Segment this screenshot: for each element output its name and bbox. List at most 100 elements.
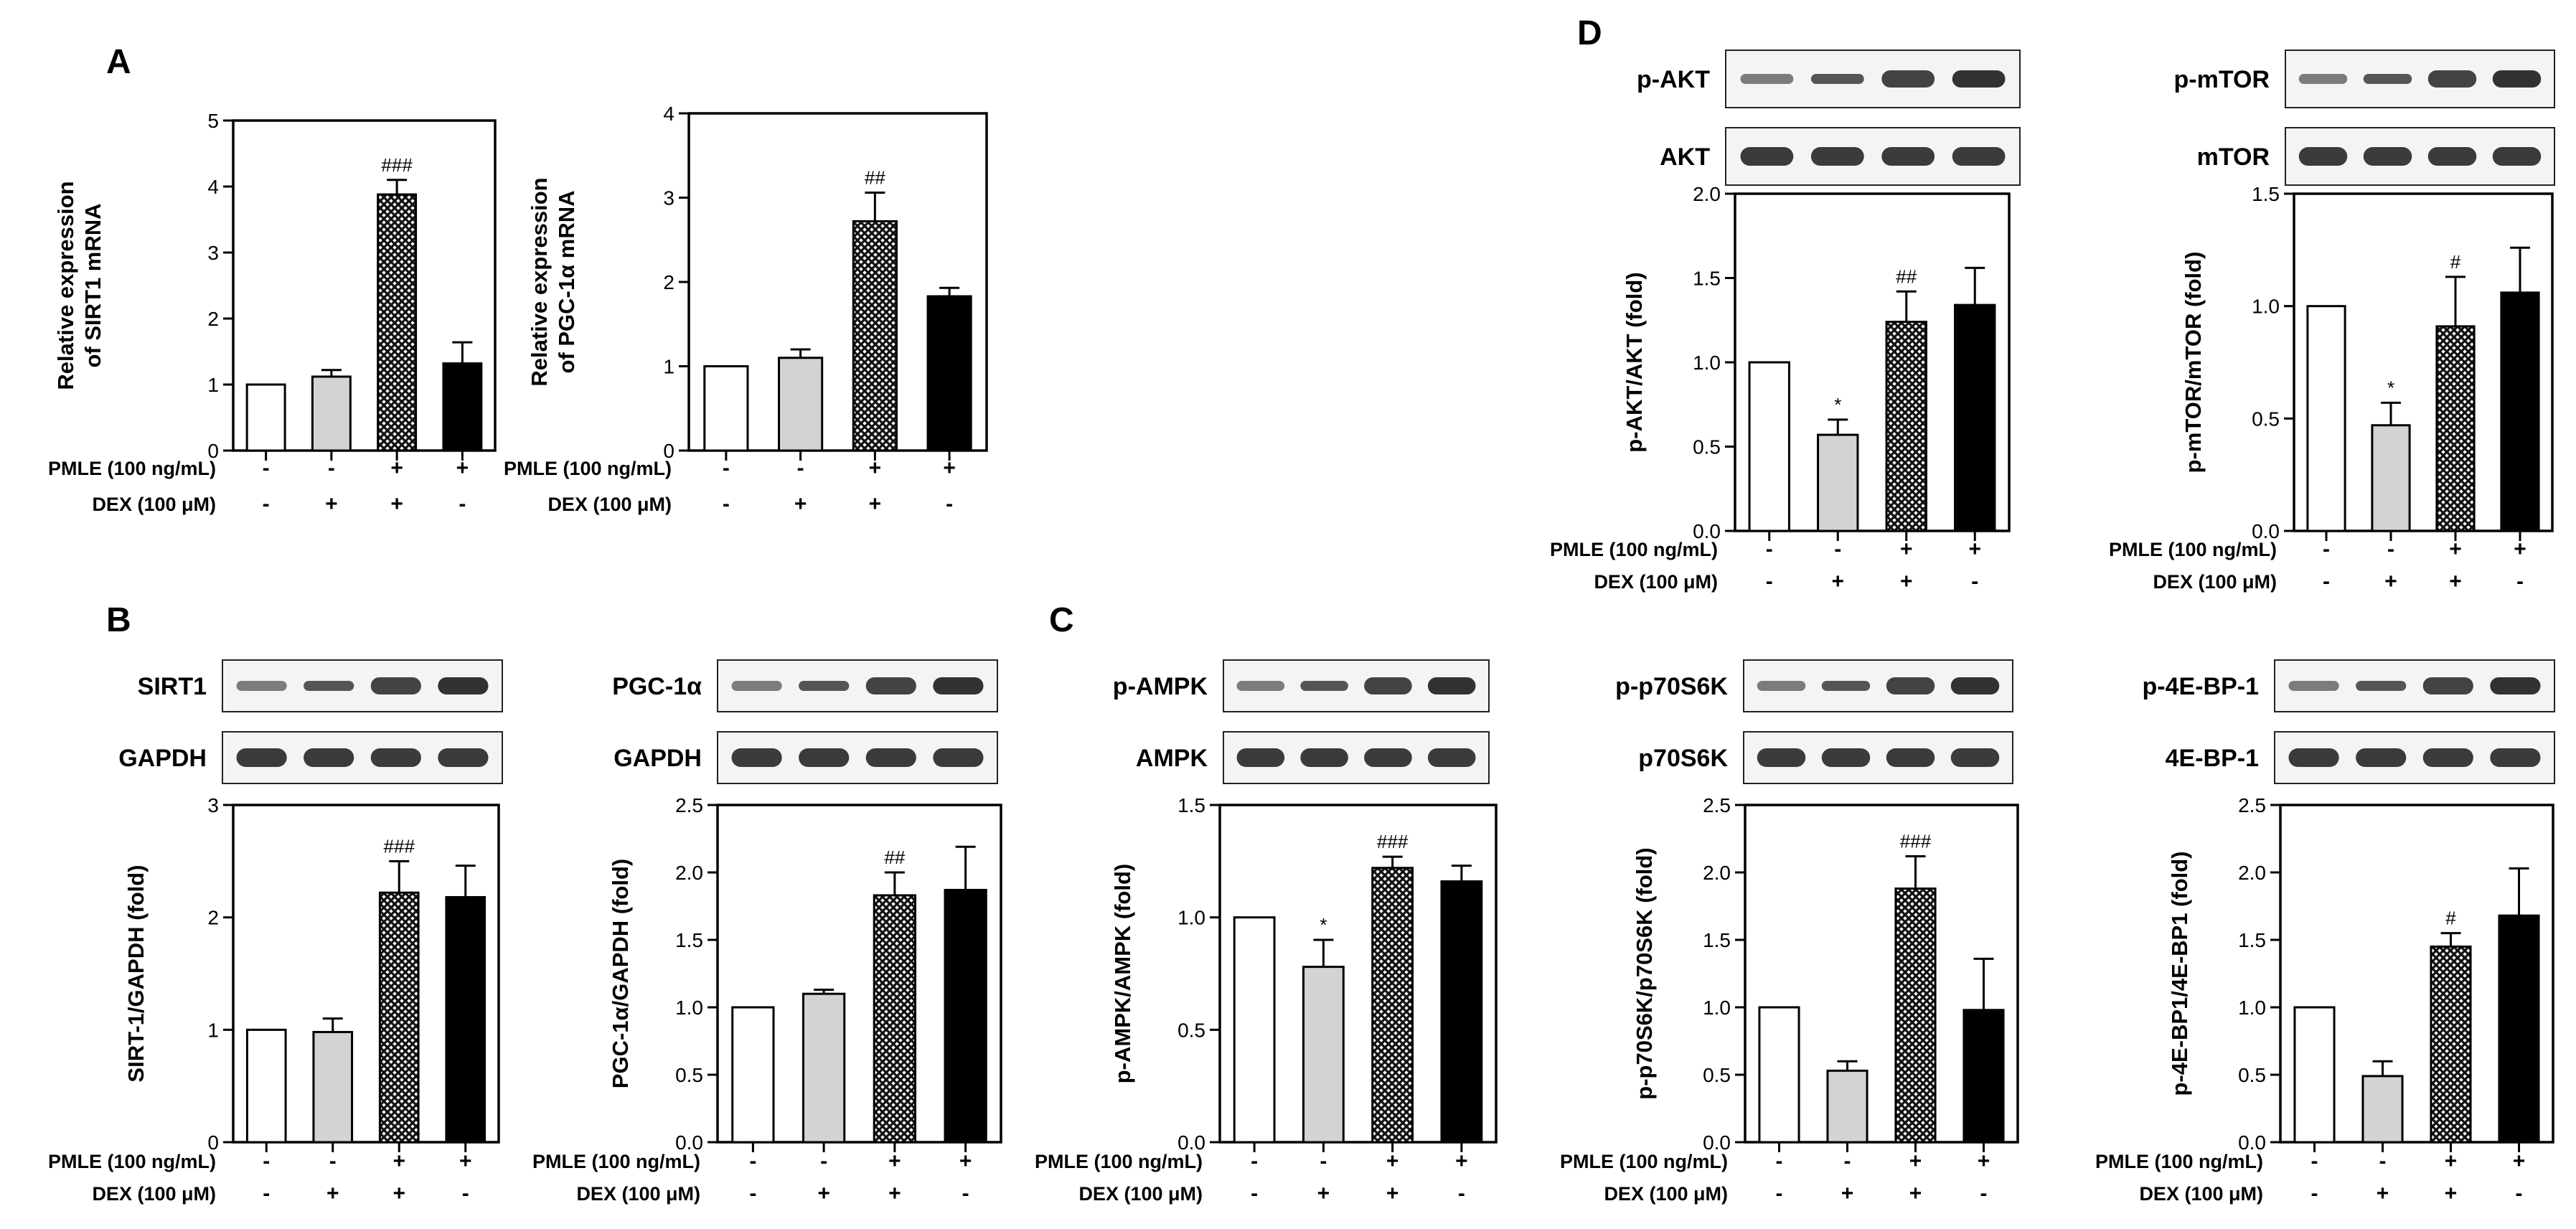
treatment-sign: + — [1831, 570, 1844, 593]
y-axis-label: p-AKT/AKT (fold) — [1622, 272, 1647, 452]
significance-mark: * — [2387, 377, 2394, 398]
y-axis-label: SIRT-1/GAPDH (fold) — [123, 865, 149, 1082]
blot-band — [2490, 677, 2541, 694]
blot-label: p-mTOR — [2174, 66, 2270, 93]
blot-band — [2363, 147, 2412, 166]
blot-band — [1427, 677, 1476, 694]
y-tick-label: 1.5 — [675, 929, 703, 951]
blot-label: p-4E-BP-1 — [2143, 673, 2259, 700]
bar — [1817, 433, 1859, 532]
blot-label: PGC-1α — [612, 673, 702, 700]
treatment-sign: - — [2311, 1149, 2318, 1173]
significance-mark: ### — [1900, 830, 1932, 852]
treatment-sign: - — [1834, 537, 1841, 561]
blot-band — [1364, 677, 1412, 694]
blot-pgc-1-: PGC-1α GAPDH — [612, 659, 998, 784]
blot-band — [1300, 748, 1348, 767]
treatment-sign: - — [1766, 570, 1773, 593]
bar — [2306, 305, 2346, 532]
treatment-sign: - — [263, 1149, 270, 1173]
bar — [731, 1006, 775, 1144]
treatment-sign: + — [2513, 1149, 2526, 1173]
treatment-sign: - — [797, 456, 804, 480]
blot-band — [236, 681, 287, 691]
blot-band — [2492, 147, 2542, 166]
blot-label: p-AKT — [1637, 66, 1710, 93]
blot-band — [731, 681, 782, 691]
treatment-label: DEX (100 μM) — [2139, 1183, 2263, 1205]
treatment-sign: - — [749, 1149, 756, 1173]
blot-band — [1300, 681, 1348, 691]
blot-band — [1952, 147, 2006, 166]
treatment-label: PMLE (100 ng/mL) — [532, 1151, 700, 1172]
panel-letters: A B C D — [106, 14, 1602, 639]
blot-band — [1740, 147, 1794, 166]
treatment-sign: + — [392, 1182, 405, 1205]
blot-band — [2356, 681, 2407, 691]
chart-a-1: 0 1 2 3 4 5 Relative expressionof SIRT1 mRNA ##… — [48, 110, 497, 516]
y-tick-label: 2 — [207, 907, 219, 929]
blot-band — [1810, 74, 1864, 84]
significance-mark: ## — [1896, 265, 1917, 287]
treatment-sign: - — [2323, 537, 2330, 561]
y-tick-label: 2.5 — [1703, 794, 1731, 816]
blot-band — [1236, 681, 1285, 691]
bar — [1826, 1069, 1868, 1144]
treatment-label: DEX (100 μM) — [576, 1183, 700, 1205]
y-tick-label: 1 — [207, 1019, 219, 1041]
treatment-sign: + — [869, 492, 882, 516]
blot-band — [1364, 748, 1412, 767]
treatment-sign: + — [1386, 1149, 1399, 1173]
panel-letter-a: A — [106, 43, 131, 81]
treatment-sign: - — [962, 1182, 969, 1205]
western-blots: SIRT1GAPDHPGC-1αGAPDHp-AMPKAMPKp-p70S6Kp… — [118, 50, 2555, 784]
bar — [378, 891, 420, 1144]
treatment-label: PMLE (100 ng/mL) — [1560, 1151, 1728, 1172]
treatment-sign: + — [390, 492, 403, 516]
y-tick-label: 0 — [207, 440, 219, 462]
blot-band — [2427, 70, 2477, 88]
y-tick-label: 1.5 — [2252, 183, 2280, 205]
blot-label: AKT — [1660, 143, 1710, 171]
y-tick-label: 1.0 — [675, 997, 703, 1019]
blot-band — [865, 748, 916, 767]
blot-band — [933, 677, 984, 694]
treatment-sign: + — [1900, 570, 1913, 593]
treatment-sign: - — [263, 456, 270, 480]
treatment-sign: + — [459, 1149, 472, 1173]
bar — [1440, 880, 1483, 1144]
bar — [1758, 1006, 1800, 1144]
chart-d-9: 0.0 0.5 1.0 1.5 p-mTOR/mTOR (fold) * # PMLE (10… — [2109, 183, 2554, 593]
blot-band — [1810, 147, 1864, 166]
treatment-sign: - — [2323, 570, 2330, 593]
blot-band — [799, 748, 850, 767]
y-tick-label: 0.0 — [2238, 1131, 2266, 1154]
bar — [802, 992, 846, 1144]
y-axis-label: Relative expressionof SIRT1 mRNA — [53, 181, 105, 390]
bar — [2293, 1006, 2336, 1144]
blot-band — [304, 681, 354, 691]
treatment-sign: - — [462, 1182, 469, 1205]
y-tick-label: 0.5 — [675, 1064, 703, 1086]
treatment-sign: + — [456, 456, 469, 480]
treatment-sign: + — [2514, 537, 2526, 561]
treatment-sign: + — [1900, 537, 1913, 561]
y-axis-label-line: p-p70S6K/p70S6K (fold) — [1632, 847, 1657, 1099]
treatment-label: PMLE (100 ng/mL) — [48, 458, 216, 479]
blot-p-mtor: p-mTOR mTOR — [2174, 50, 2555, 186]
blot-band — [1821, 681, 1871, 691]
treatment-sign: - — [946, 492, 953, 516]
bar — [245, 1028, 287, 1144]
y-axis-label-line: of PGC-1α mRNA — [554, 190, 579, 373]
blot-band — [304, 748, 354, 767]
blot-band — [2356, 748, 2407, 767]
panel-letter-b: B — [106, 601, 131, 639]
significance-mark: # — [2450, 251, 2461, 273]
significance-mark: ### — [384, 835, 415, 857]
y-tick-label: 2.5 — [675, 794, 703, 816]
y-tick-label: 2 — [207, 308, 219, 330]
bar — [703, 365, 749, 452]
y-tick-label: 4 — [663, 103, 674, 125]
y-tick-label: 2 — [663, 271, 674, 293]
